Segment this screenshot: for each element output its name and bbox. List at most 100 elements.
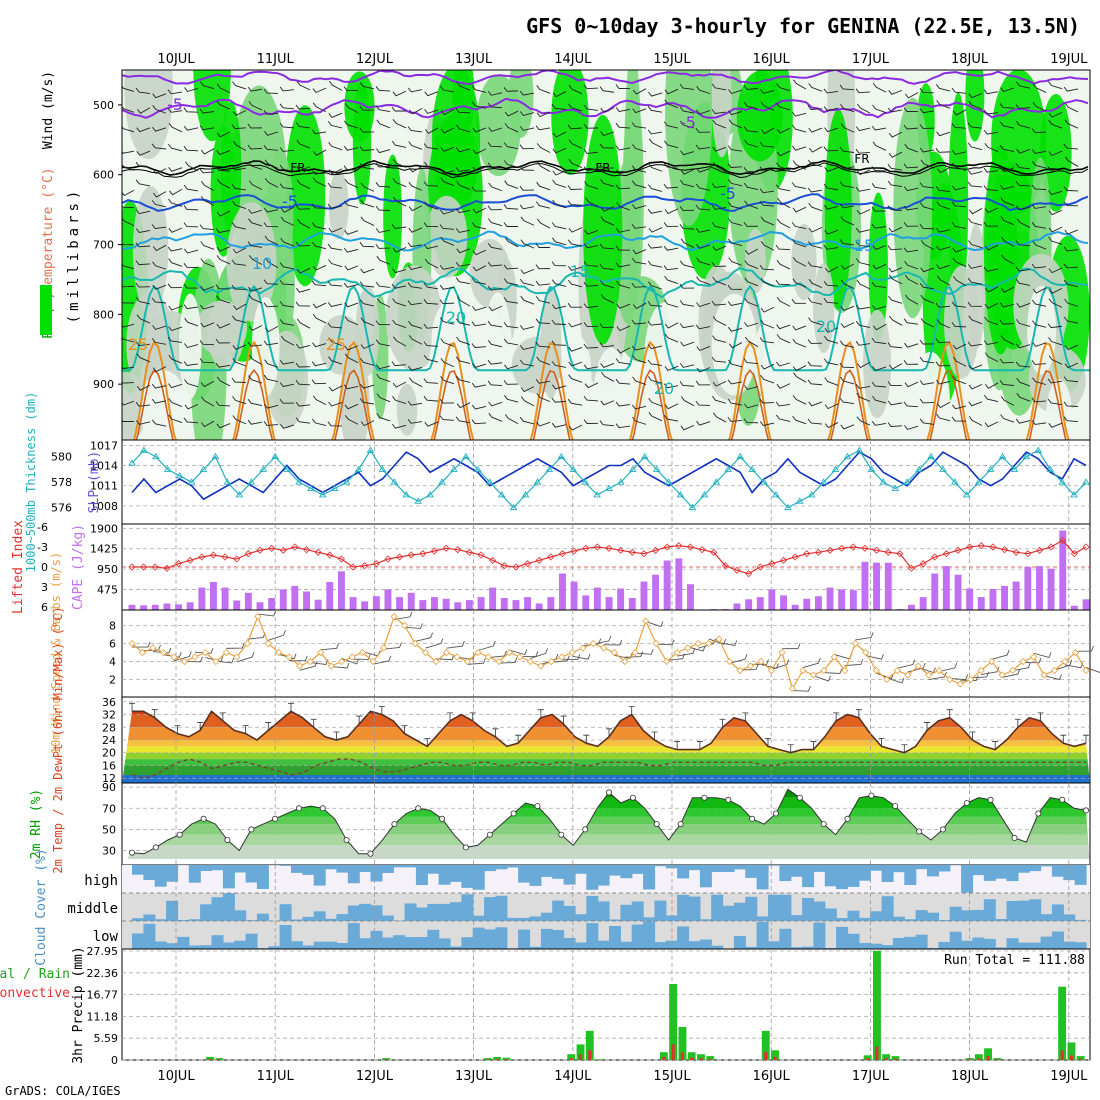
cloud-cell (779, 928, 792, 949)
wind-barb (631, 165, 647, 173)
wind-barb (935, 186, 951, 193)
wind-barb (184, 317, 199, 327)
wind-barb (408, 335, 423, 345)
wind-barb (583, 243, 599, 249)
top-date-labels: 10JUL 11JUL 12JUL 13JUL 14JUL 15JUL 16JUL 17JUL… (157, 52, 1088, 67)
wind-barb (279, 164, 295, 172)
li-marker (1000, 546, 1009, 554)
contour-wind-line (122, 70, 1089, 86)
wind-barb (343, 145, 359, 151)
cape-bar (291, 585, 299, 610)
cape-tick-label: 475 (97, 584, 118, 597)
wind-barb (808, 202, 823, 212)
wind-barb (600, 179, 615, 187)
wind10-marker (851, 639, 859, 648)
wind-barb (824, 377, 839, 386)
tick-label: 500 (93, 99, 114, 112)
wind-barb (135, 228, 151, 233)
slp-tick-label: 1011 (90, 480, 118, 493)
cloud-cell (972, 865, 985, 876)
li-marker (489, 556, 497, 564)
wind-barb (344, 103, 359, 114)
cloud-cell (370, 905, 383, 921)
wind-barb (359, 398, 375, 405)
precip-conv-bar (486, 1059, 490, 1060)
wind-barb (584, 181, 599, 190)
wind10-barb (383, 642, 402, 650)
wind10-marker (893, 666, 901, 675)
cloud-cell (484, 865, 497, 872)
thickness-marker (640, 452, 649, 460)
cloud-cell (177, 936, 190, 949)
wind-barb (935, 227, 951, 233)
wind10-tick-label: 2 (109, 674, 116, 687)
li-marker (628, 548, 636, 556)
wind-barb (839, 397, 855, 404)
wind-barb (728, 342, 743, 349)
cloud-cells (122, 865, 1090, 949)
wind-barb (728, 110, 743, 116)
wind-barb (311, 203, 327, 209)
wind10-marker (1050, 666, 1059, 675)
wind-barb (279, 147, 295, 152)
wind-barb (216, 178, 231, 189)
li-marker (1012, 548, 1020, 556)
wind-barb (457, 296, 471, 307)
wind-barb (696, 167, 711, 173)
wind-barb (296, 80, 311, 91)
li-tick-label: -3 (37, 541, 48, 554)
minmax-whisker (765, 737, 771, 747)
wind10-marker (809, 671, 817, 679)
wind-barb (1015, 266, 1031, 272)
cloud-cell (188, 865, 201, 883)
wind-barb (328, 401, 343, 407)
wind10-marker (222, 648, 230, 657)
precip-conv-bar (384, 1059, 388, 1060)
top-date-label: 12JUL (356, 52, 394, 67)
cloud-cell (927, 865, 939, 877)
wind-barb (327, 322, 343, 329)
wind-barb (760, 363, 775, 370)
wind-barb (1016, 302, 1031, 308)
wind-barb (664, 365, 679, 371)
wind-barb (122, 150, 135, 154)
cloud-cell (836, 918, 849, 921)
wind-barb (807, 418, 823, 425)
li-marker (663, 543, 671, 551)
rh-blob (469, 239, 511, 309)
wind-barb (903, 247, 919, 253)
wind-barb (519, 345, 535, 350)
wind10-marker (988, 657, 996, 666)
wind10-marker (621, 657, 629, 666)
minmax-whisker (855, 709, 862, 718)
wind-barb (440, 169, 455, 175)
thickness-marker (533, 478, 542, 485)
wind-barb (263, 110, 279, 115)
cape-bar (559, 573, 566, 610)
wind-barb (487, 359, 503, 365)
wind10-marker (841, 666, 849, 675)
wind-barb (936, 413, 951, 422)
wind-barb (152, 126, 167, 132)
wind-barb (232, 247, 247, 254)
wind-barb (568, 374, 583, 383)
wind-barb (663, 383, 679, 389)
wind-barb (551, 340, 567, 346)
wind-barb (504, 180, 519, 189)
wind-barb (984, 302, 999, 309)
wind10-marker (526, 657, 534, 666)
wind-barb (792, 145, 807, 151)
wind-barb (471, 277, 487, 285)
wind-barb (583, 261, 599, 267)
wind10-marker (421, 648, 430, 657)
thickness-marker (271, 452, 279, 460)
wind10-marker (233, 653, 241, 661)
wind-barb (823, 183, 839, 191)
wind-barb (520, 396, 535, 407)
wind-barb (871, 125, 887, 131)
wind-barb (680, 396, 695, 407)
cloud-cell (234, 910, 247, 921)
wind-barb (200, 148, 215, 155)
cloud-cell (518, 917, 531, 921)
wind-barb (776, 297, 791, 307)
